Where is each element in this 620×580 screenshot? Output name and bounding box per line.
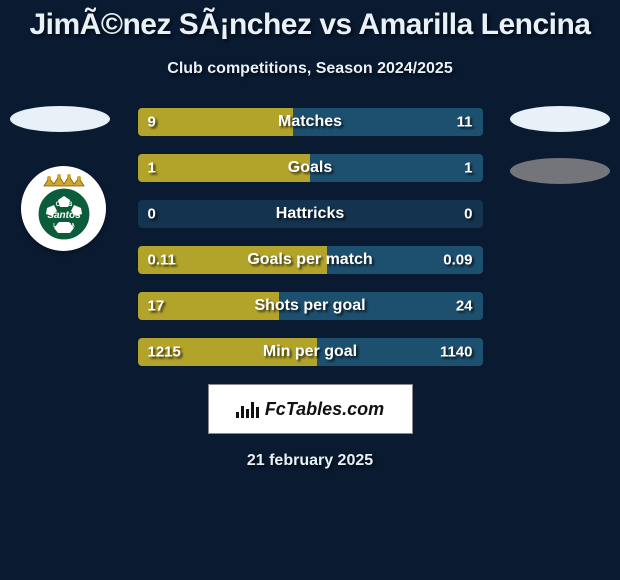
stat-value-right: 0 bbox=[464, 206, 472, 223]
stat-row: 1 Goals 1 bbox=[138, 154, 483, 182]
logo-text-bot: LAGUNA bbox=[53, 223, 75, 229]
logo-text-top: CLUB bbox=[55, 202, 72, 208]
content-area: CLUB Santos LAGUNA 9Matches111Goals10Hat… bbox=[10, 108, 610, 470]
stat-label: Goals bbox=[288, 159, 332, 177]
club-santos-icon: CLUB Santos LAGUNA bbox=[29, 174, 99, 244]
player-right-marker bbox=[510, 106, 610, 132]
stat-fill-right bbox=[310, 154, 483, 182]
page-title: JimÃ©nez SÃ¡nchez vs Amarilla Lencina bbox=[10, 0, 610, 42]
brand-text: FcTables.com bbox=[265, 399, 384, 420]
footer-date: 21 february 2025 bbox=[10, 452, 610, 470]
stat-label: Goals per match bbox=[247, 251, 372, 269]
brand-bars-icon bbox=[236, 400, 259, 418]
brand-badge: FcTables.com bbox=[208, 384, 413, 434]
stat-value-right: 0.09 bbox=[443, 252, 472, 269]
logo-text-mid: Santos bbox=[47, 210, 81, 221]
stat-value-left: 1 bbox=[148, 160, 156, 177]
stat-label: Shots per goal bbox=[254, 297, 365, 315]
stat-label: Matches bbox=[278, 113, 342, 131]
player-right-marker-2 bbox=[510, 158, 610, 184]
page-subtitle: Club competitions, Season 2024/2025 bbox=[10, 60, 610, 78]
stat-value-right: 11 bbox=[457, 114, 473, 131]
stat-row: 1215 Min per goal 1140 bbox=[138, 338, 483, 366]
stat-value-left: 1215 bbox=[148, 344, 181, 361]
stat-value-left: 9 bbox=[148, 114, 156, 131]
stat-value-right: 24 bbox=[456, 298, 473, 315]
stat-value-right: 1140 bbox=[440, 344, 473, 361]
stat-row: 17 Shots per goal 24 bbox=[138, 292, 483, 320]
stat-value-right: 1 bbox=[464, 160, 472, 177]
stat-row: 0 Hattricks 0 bbox=[138, 200, 483, 228]
player-left-marker bbox=[10, 106, 110, 132]
stat-value-left: 0.11 bbox=[148, 252, 176, 269]
stat-bars: 9Matches111Goals10Hattricks00.11Goals pe… bbox=[138, 108, 483, 366]
stat-fill-left bbox=[138, 108, 293, 136]
stat-value-left: 17 bbox=[148, 298, 165, 315]
comparison-card: JimÃ©nez SÃ¡nchez vs Amarilla Lencina Cl… bbox=[0, 0, 620, 580]
stat-fill-left bbox=[138, 154, 311, 182]
stat-row: 9 Matches 11 bbox=[138, 108, 483, 136]
stat-label: Min per goal bbox=[263, 343, 357, 361]
stat-label: Hattricks bbox=[276, 205, 344, 223]
stat-row: 0.11 Goals per match 0.09 bbox=[138, 246, 483, 274]
stat-value-left: 0 bbox=[148, 206, 156, 223]
club-logo: CLUB Santos LAGUNA bbox=[21, 166, 106, 251]
